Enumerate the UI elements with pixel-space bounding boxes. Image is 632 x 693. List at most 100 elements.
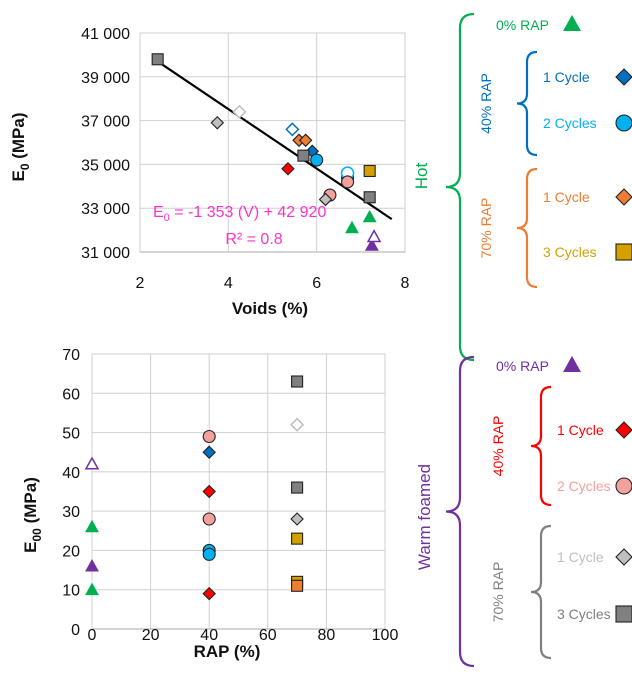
regression-equation-sub: 0 xyxy=(164,212,170,224)
voids-y-axis-label-sub: 0 xyxy=(18,163,32,170)
legend-warm-item-label: 1 Cycle xyxy=(557,422,604,438)
rap-scatter-chart: 0 10 20 30 40 50 60 70 0 20 40 60 80 100 RAP (%) E00 … xyxy=(21,347,398,661)
legend-warm-item-marker xyxy=(615,548,632,566)
legend-warm-item-label: 3 Cycles xyxy=(557,606,611,622)
voids-x-axis-label: Voids (%) xyxy=(232,299,308,318)
rap-x-axis-label: RAP (%) xyxy=(194,642,261,661)
voids-point xyxy=(341,175,355,189)
legend-hot-group-brace xyxy=(516,50,538,157)
voids-point xyxy=(363,191,376,204)
voids-y-axis-label: E0 (MPa) xyxy=(9,112,32,181)
voids-y-tick-label: 41 000 xyxy=(81,26,130,43)
voids-x-tick-label: 4 xyxy=(224,275,233,292)
legend-warm-item-marker xyxy=(615,477,632,495)
regression-equation-main: E xyxy=(153,204,164,221)
legend-hot-item-marker xyxy=(615,188,632,206)
legend-warm-item-marker xyxy=(615,421,632,439)
voids-plot-area xyxy=(139,32,406,253)
rap-chart-points xyxy=(84,375,305,601)
legend-hot-item-label: 1 Cycle xyxy=(543,189,590,205)
rap-point xyxy=(85,582,99,596)
rap-chart-grid xyxy=(91,353,386,630)
legend-warm-group-brace xyxy=(530,385,552,507)
rap-point xyxy=(85,559,99,572)
rap-y-tick-label: 70 xyxy=(62,347,80,364)
voids-point xyxy=(364,238,379,251)
rap-point xyxy=(85,519,99,533)
legend-warm-group-label: 70% RAP xyxy=(490,562,506,623)
rap-x-tick-label: 40 xyxy=(200,627,218,644)
voids-point xyxy=(362,209,377,223)
legend-warm-brace xyxy=(445,355,475,668)
legend-hot-group-label: 70% RAP xyxy=(478,198,494,259)
voids-x-tick-label: 2 xyxy=(136,275,145,292)
voids-y-tick-label: 35 000 xyxy=(81,157,130,174)
legend-hot-group: 0% RAP 40% RAP 1 Cycle 2 Cycles 70% RAP 1 Cyc… xyxy=(445,12,632,362)
legend-hot-label: Hot xyxy=(412,163,431,190)
voids-x-tick-label: 8 xyxy=(401,275,410,292)
voids-y-tick-label: 33 000 xyxy=(81,201,130,218)
rap-point xyxy=(202,547,216,561)
legend-warm-group: 0% RAP 40% RAP 1 Cycle 2 Cycles 70% RAP 1 Cyc… xyxy=(445,355,632,668)
voids-chart-points xyxy=(151,53,382,251)
legend-hot-group-label: 40% RAP xyxy=(478,73,494,134)
voids-point xyxy=(298,133,313,148)
rap-x-tick-label: 60 xyxy=(259,627,277,644)
rap-point xyxy=(202,445,216,459)
r-squared-label: R² = 0.8 xyxy=(225,231,282,248)
voids-point xyxy=(210,116,225,130)
voids-chart-tick-labels: 31 000 33 000 35 000 37 000 39 000 41 000 2 4 6 8 xyxy=(81,26,409,292)
rap-y-tick-label: 50 xyxy=(62,426,80,443)
rap-y-tick-label: 0 xyxy=(71,622,80,639)
rap-point xyxy=(202,429,216,444)
legend-hot-brace xyxy=(445,12,475,362)
rap-x-tick-label: 80 xyxy=(318,627,336,644)
rap-chart-tick-labels: 0 10 20 30 40 50 60 70 0 20 40 60 80 100 xyxy=(62,347,398,644)
rap-x-tick-label: 0 xyxy=(88,627,97,644)
legend-hot-item-marker xyxy=(615,243,632,261)
voids-point xyxy=(345,220,359,234)
rap-y-axis-label-main: E xyxy=(21,542,40,553)
legend-warm-item-label: 1 Cycle xyxy=(557,549,604,565)
rap-x-tick-label: 20 xyxy=(142,627,160,644)
voids-point xyxy=(151,53,164,66)
legend-hot-item-label: 1 Cycle xyxy=(543,69,590,85)
rap-y-axis-label: E00 (MPa) xyxy=(21,477,44,553)
voids-point xyxy=(366,229,382,243)
rap-plot-area xyxy=(91,353,386,630)
rap-point xyxy=(202,512,216,526)
voids-point xyxy=(297,149,310,162)
legend-warm-group-label: 40% RAP xyxy=(490,416,506,477)
legend-hot-item-marker xyxy=(615,68,632,86)
rap-x-tick-label: 100 xyxy=(372,627,399,644)
legend-warm-0rap-marker xyxy=(563,355,581,372)
rap-y-tick-label: 10 xyxy=(62,583,80,600)
voids-y-tick-label: 31 000 xyxy=(81,245,130,262)
voids-y-axis-label-unit: (MPa) xyxy=(9,112,28,163)
rap-y-axis-label-unit: (MPa) xyxy=(21,477,40,528)
legend-hot-item-label: 3 Cycles xyxy=(543,244,597,260)
rap-y-tick-label: 20 xyxy=(62,543,80,560)
voids-point xyxy=(285,122,300,137)
regression-equation: E0 = -1 353 (V) + 42 920 xyxy=(153,204,326,224)
rap-y-tick-label: 30 xyxy=(62,504,80,521)
legend-warm-label: Warm foamed xyxy=(415,464,434,570)
legend-warm-item-marker xyxy=(615,605,632,623)
legend-warm-item-label: 2 Cycles xyxy=(557,478,611,494)
legend-hot-item-label: 2 Cycles xyxy=(543,115,597,131)
rap-point xyxy=(290,512,304,526)
rap-point xyxy=(291,481,304,494)
voids-y-tick-label: 37 000 xyxy=(81,114,130,131)
rap-point xyxy=(291,532,304,545)
voids-chart-grid xyxy=(139,32,406,253)
legend-hot-0rap-label: 0% RAP xyxy=(496,17,549,33)
voids-y-axis-label-main: E xyxy=(9,170,28,181)
voids-point xyxy=(281,162,295,176)
legend-hot-0rap-marker xyxy=(563,14,581,31)
rap-point xyxy=(291,579,304,592)
rap-y-axis-label-sub: 00 xyxy=(30,528,44,542)
voids-point xyxy=(310,153,324,167)
regression-equation-rest: = -1 353 (V) + 42 920 xyxy=(170,204,327,221)
voids-scatter-chart: 31 000 33 000 35 000 37 000 39 000 41 000 2 4 6 8… xyxy=(9,26,410,318)
